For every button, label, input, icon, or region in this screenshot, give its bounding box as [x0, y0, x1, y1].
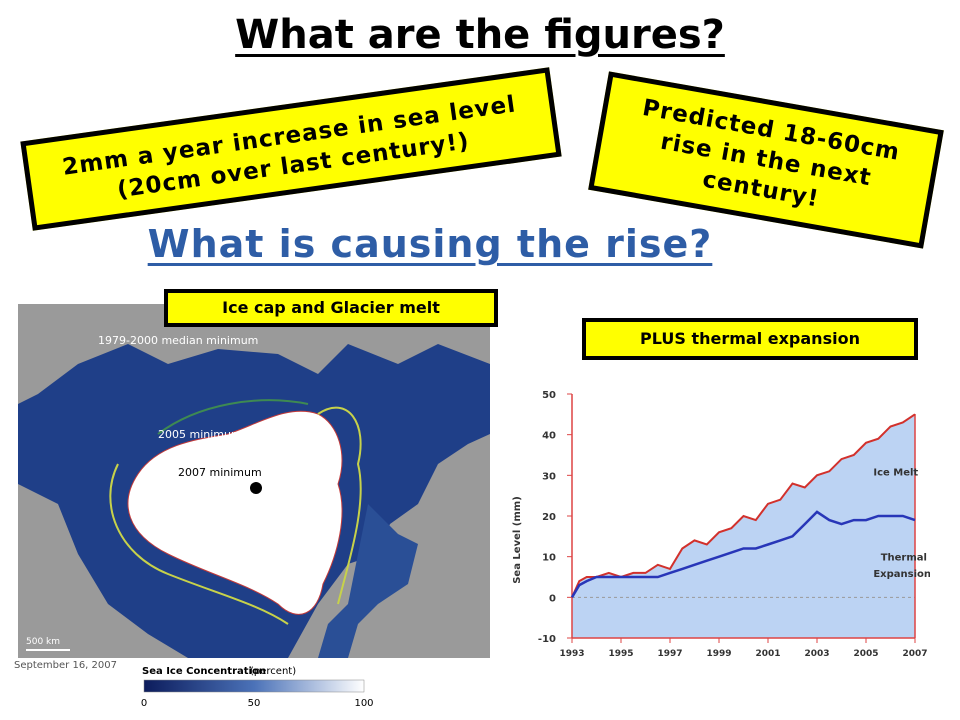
bar-tick-0: 0 — [141, 698, 147, 709]
map-caption: September 16, 2007 Sea Ice Concentration… — [14, 660, 374, 709]
x-tick-label: 2007 — [902, 649, 927, 659]
thermal-annotation: Thermal — [881, 553, 927, 564]
land-southwest — [18, 484, 188, 658]
bar-title: Sea Ice Concentration — [142, 666, 266, 677]
page-title: What are the figures? — [235, 12, 725, 58]
bar-tick-50: 50 — [248, 698, 261, 709]
sea-channel — [318, 504, 418, 658]
legend-2005: 2005 minimum — [158, 428, 242, 441]
y-tick-label: 20 — [542, 512, 556, 523]
median-outline — [109, 406, 362, 625]
scale-label: 500 km — [26, 637, 60, 647]
y-tick-label: 0 — [549, 593, 556, 604]
north-pole-marker — [250, 482, 262, 494]
legend-2007: 2007 minimum — [178, 466, 262, 479]
sea-ice-map: 1979-2000 median minimum 2005 minimum 20… — [18, 304, 490, 658]
legend-1979: 1979-2000 median minimum — [98, 334, 258, 347]
sea-level-chart: Sea Level (mm) 50 40 30 20 10 0 -10 1993 1995 19… — [512, 390, 930, 659]
x-tick-label: 2001 — [755, 649, 780, 659]
y-tick-label: 30 — [542, 471, 556, 482]
map-date: September 16, 2007 — [14, 660, 117, 671]
x-tick-label: 2005 — [853, 649, 878, 659]
x-tick-label: 1999 — [706, 649, 731, 659]
land-north — [18, 304, 490, 404]
bar-tick-100: 100 — [354, 698, 373, 709]
thermal-expansion-label: PLUS thermal expansion — [582, 318, 918, 360]
subtitle: What is causing the rise? — [147, 222, 713, 266]
x-tick-label: 2003 — [804, 649, 829, 659]
concentration-colorbar — [143, 679, 365, 693]
ice-melt-area — [572, 414, 915, 638]
y-tick-label: 50 — [542, 390, 556, 401]
y-tick-label: 10 — [542, 553, 556, 564]
thermal-expansion-line — [570, 510, 916, 598]
expansion-annotation: Expansion — [873, 569, 930, 580]
ice-melt-label: Ice cap and Glacier melt — [164, 289, 498, 327]
bar-unit: (percent) — [250, 666, 296, 677]
x-tick-label: 1997 — [657, 649, 682, 659]
sea-ice-2007 — [127, 410, 343, 615]
y-axis-label: Sea Level (mm) — [512, 496, 523, 584]
y-tick-label: 40 — [542, 431, 556, 442]
minimum-2005-outline — [157, 399, 309, 435]
y-tick-label: -10 — [538, 634, 556, 645]
x-tick-label: 1993 — [559, 649, 584, 659]
x-tick-label: 1995 — [608, 649, 633, 659]
ice-melt-annotation: Ice Melt — [873, 467, 918, 478]
sea-level-fact-box: 2mm a year increase in sea level (20cm o… — [20, 67, 562, 231]
